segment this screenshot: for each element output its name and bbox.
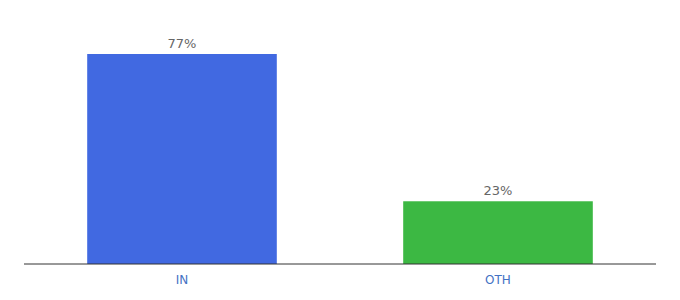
x-axis: IN OTH [176, 273, 511, 287]
data-label: 23% [484, 183, 513, 198]
bar [87, 54, 277, 264]
x-tick-label: OTH [485, 273, 511, 287]
x-tick-label: IN [176, 273, 189, 287]
x-axis-line [24, 264, 656, 265]
chart-svg: 77% 23% IN OTH [0, 0, 680, 300]
data-label: 77% [168, 36, 197, 51]
bars [87, 54, 593, 264]
data-labels: 77% 23% [168, 36, 513, 198]
chart-container: 77% 23% IN OTH [0, 0, 680, 300]
bar [403, 201, 593, 264]
